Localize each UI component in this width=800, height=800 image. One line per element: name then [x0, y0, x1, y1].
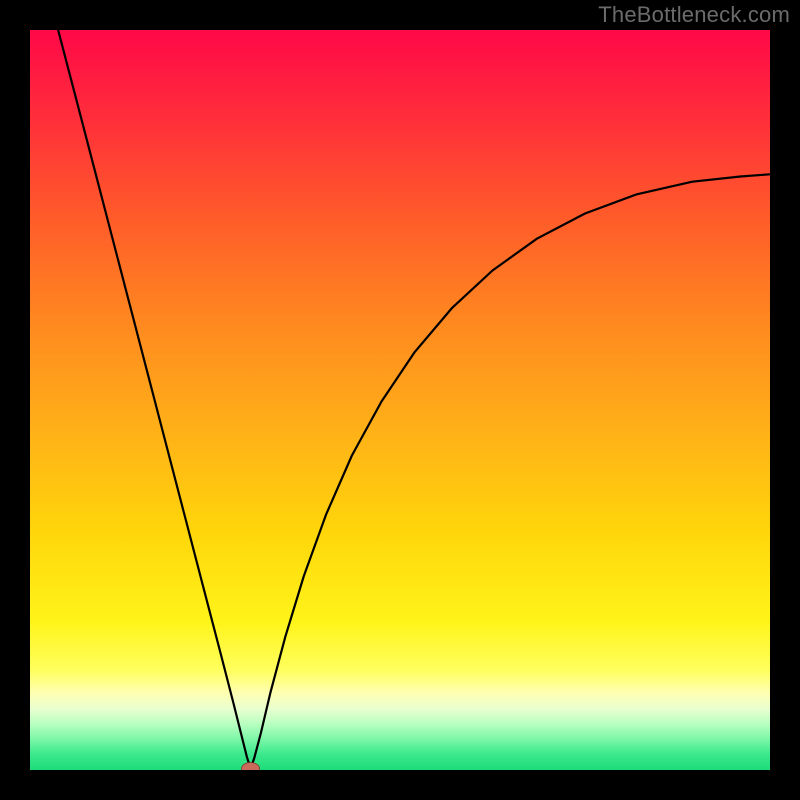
chart-container: TheBottleneck.com — [0, 0, 800, 800]
plot-area — [30, 30, 770, 770]
plot-svg — [30, 30, 770, 770]
plot-background — [30, 30, 770, 770]
watermark-text: TheBottleneck.com — [598, 2, 790, 28]
